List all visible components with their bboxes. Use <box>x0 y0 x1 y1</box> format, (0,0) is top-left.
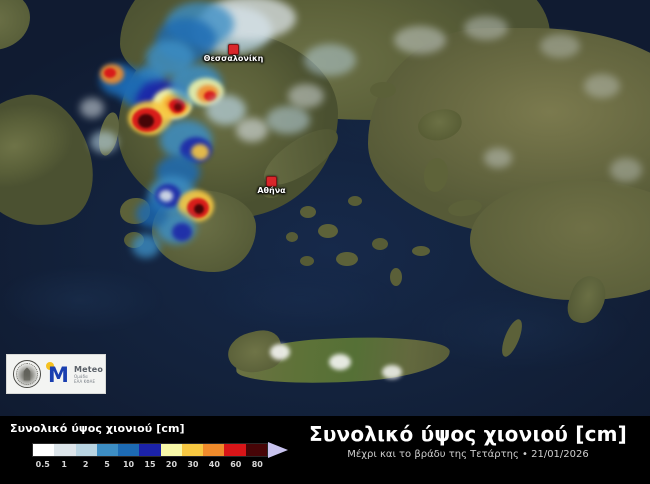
snow-depth-cell <box>266 106 310 134</box>
snow-depth-cell <box>206 95 246 125</box>
city-label: Αθήνα <box>257 186 286 195</box>
snow-depth-cell <box>90 131 118 153</box>
city-marker-dot-icon <box>266 176 277 187</box>
snow-depth-cell <box>540 34 580 58</box>
snow-depth-cell <box>329 354 351 370</box>
page-subtitle: Μέχρι και το βράδυ της Τετάρτης • 21/01/… <box>347 449 589 460</box>
snow-depth-cell <box>80 98 104 118</box>
bottom-bar: Συνολικό ύψος χιονιού [cm] 0.5 1 2 5 10 15 20 3… <box>0 416 650 484</box>
land-cyclades-island <box>372 238 388 250</box>
snow-depth-cell <box>174 103 182 111</box>
colorbar-segment <box>139 444 161 456</box>
meteo-subline-1: Ομάδα <box>74 373 88 379</box>
snow-depth-cell <box>610 158 642 182</box>
title-block: Συνολικό ύψος χιονιού [cm] Μέχρι και το … <box>298 422 638 462</box>
colorbar-segment <box>224 444 246 456</box>
logo-card: M Meteo Ομάδα ΕΑΑ ΚΦΑΕ <box>6 354 106 394</box>
snow-depth-cell <box>191 144 209 160</box>
colorbar-tick-label: 0.5 <box>35 460 50 469</box>
land-turkey-south <box>470 180 650 300</box>
colorbar-segment <box>96 444 119 456</box>
snow-depth-cell <box>382 365 402 379</box>
snow-depth-cell <box>194 204 204 214</box>
snow-depth-cell <box>104 68 116 78</box>
city-marker[interactable]: Θεσσαλονίκη <box>204 44 263 63</box>
snow-depth-cell <box>132 234 160 258</box>
snow-depth-cell <box>394 26 446 54</box>
legend-title: Συνολικό ύψος χιονιού [cm] <box>10 422 185 435</box>
colorbar-gradient <box>32 443 268 457</box>
snow-depth-cell <box>304 44 356 76</box>
land-cyclades-island <box>336 252 358 266</box>
snow-depth-overlay <box>80 0 642 379</box>
snow-depth-cell <box>464 16 508 40</box>
snow-depth-cell <box>270 344 290 360</box>
meteo-wordmark: Meteo Ομάδα ΕΑΑ ΚΦΑΕ <box>74 365 103 384</box>
meteo-subline-2: ΕΑΑ ΚΦΑΕ <box>74 378 96 384</box>
land-cyclades-island <box>412 246 430 256</box>
meteo-m-icon: M <box>46 362 71 387</box>
snow-depth-cell <box>288 84 324 108</box>
meteo-m-glyph: M <box>48 363 69 387</box>
snow-depth-cell <box>138 114 154 128</box>
snow-depth-cell <box>484 148 512 168</box>
snow-depth-cell <box>172 223 192 241</box>
page-title: Συνολικό ύψος χιονιού [cm] <box>308 422 628 446</box>
city-marker[interactable]: Αθήνα <box>257 176 286 195</box>
colorbar-segment <box>181 444 204 456</box>
snow-depth-cell <box>159 190 173 202</box>
colorbar-segment <box>118 444 140 456</box>
colorbar-tick-label: 10 <box>122 460 135 469</box>
colorbar-tick-label: 60 <box>230 460 242 469</box>
colorbar-segment <box>54 444 76 456</box>
snow-depth-cell <box>146 40 194 76</box>
land-cyclades-island <box>348 196 362 206</box>
colorbar-legend: Συνολικό ύψος χιονιού [cm] 0.5 1 2 5 10 15 20 3… <box>0 416 330 484</box>
land-cyclades-island <box>390 268 402 286</box>
snow-depth-cell <box>236 118 268 142</box>
colorbar-tick-label: 80 <box>251 460 263 469</box>
city-label: Θεσσαλονίκη <box>203 54 264 63</box>
snow-depth-cell <box>136 200 168 228</box>
colorbar <box>32 442 288 458</box>
land-cyclades-island <box>318 224 338 238</box>
colorbar-segment <box>160 444 182 456</box>
map-canvas[interactable]: Θεσσαλονίκη Αθήνα M Meteo Ομάδα ΕΑΑ ΚΦΑΕ <box>0 0 650 416</box>
colorbar-tick-labels: 0.5 1 2 5 10 15 20 30 40 60 80 <box>32 460 287 474</box>
university-seal-icon <box>13 360 41 388</box>
colorbar-segment <box>33 444 55 456</box>
city-marker-dot-icon <box>228 44 239 55</box>
land-cyclades-island <box>262 186 280 198</box>
colorbar-tick-label: 40 <box>208 460 220 469</box>
colorbar-tick-label: 15 <box>144 460 156 469</box>
colorbar-tick-label: 1 <box>61 460 67 469</box>
snow-depth-cell <box>584 74 620 98</box>
colorbar-tick-label: 5 <box>104 460 110 469</box>
colorbar-segment <box>245 444 267 456</box>
colorbar-tick-label: 20 <box>165 460 178 469</box>
colorbar-tick-label: 30 <box>187 460 199 469</box>
land-cyclades-island <box>286 232 298 242</box>
meteo-brand-name: Meteo <box>74 364 104 374</box>
sun-icon <box>46 362 54 370</box>
colorbar-segment <box>75 444 97 456</box>
city-marker-layer: Θεσσαλονίκη Αθήνα <box>204 44 286 195</box>
land-lemnos <box>370 82 396 98</box>
meteo-logo: M Meteo Ομάδα ΕΑΑ ΚΦΑΕ <box>46 362 103 387</box>
colorbar-overflow-arrow-icon <box>268 442 288 458</box>
land-cyclades-island <box>300 206 316 218</box>
colorbar-tick-label: 2 <box>82 460 89 469</box>
land-cyclades-island <box>300 256 314 266</box>
snow-depth-cell <box>204 91 216 101</box>
colorbar-segment <box>203 444 225 456</box>
